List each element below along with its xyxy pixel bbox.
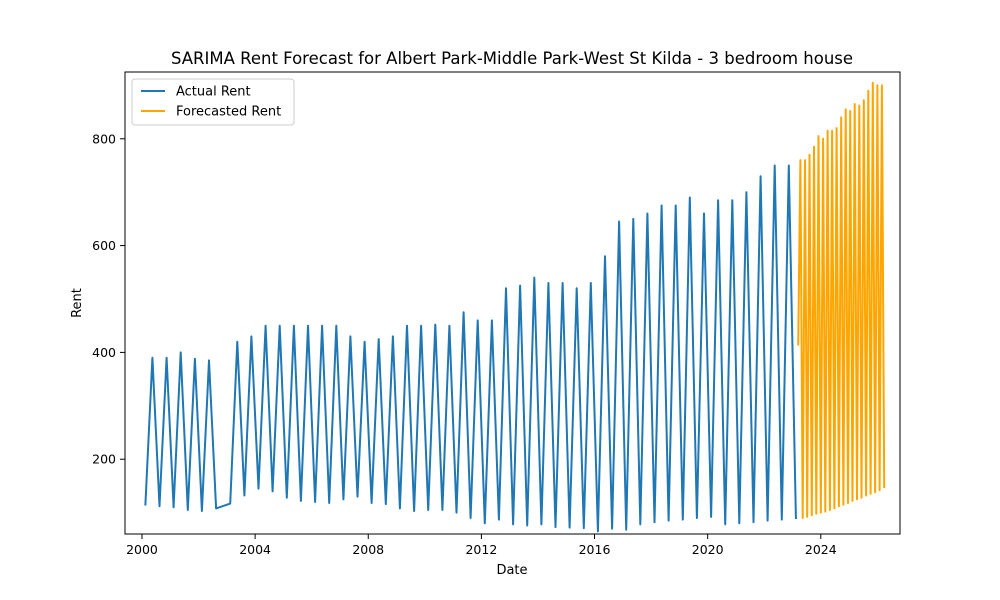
y-axis-ticks: 200 400 600 800 bbox=[92, 131, 125, 467]
y-tick-label: 800 bbox=[92, 131, 116, 146]
x-tick-label: 2016 bbox=[579, 542, 611, 557]
x-axis-label: Date bbox=[496, 563, 527, 578]
series-line-forecasted-rent bbox=[797, 81, 886, 519]
x-axis-ticks: 2000 2004 2008 2012 2016 2020 2024 bbox=[126, 534, 837, 557]
series-layer bbox=[144, 81, 886, 533]
x-tick-label: 2000 bbox=[126, 542, 158, 557]
y-tick-label: 200 bbox=[92, 452, 116, 467]
x-tick-label: 2012 bbox=[465, 542, 497, 557]
x-tick-label: 2008 bbox=[352, 542, 384, 557]
legend-box bbox=[131, 78, 295, 126]
chart-title: SARIMA Rent Forecast for Albert Park-Mid… bbox=[171, 49, 853, 68]
y-tick-label: 400 bbox=[92, 345, 116, 360]
legend-label-actual-rent: Actual Rent bbox=[176, 85, 251, 100]
legend: Actual Rent Forecasted Rent bbox=[131, 78, 295, 126]
x-tick-label: 2004 bbox=[239, 542, 271, 557]
y-tick-label: 600 bbox=[92, 238, 116, 253]
legend-label-forecasted-rent: Forecasted Rent bbox=[176, 105, 281, 120]
x-tick-label: 2020 bbox=[692, 542, 724, 557]
y-axis-label: Rent bbox=[70, 288, 85, 318]
series-line-actual-rent bbox=[144, 164, 797, 533]
x-tick-label: 2024 bbox=[805, 542, 837, 557]
plot-frame bbox=[124, 71, 901, 535]
